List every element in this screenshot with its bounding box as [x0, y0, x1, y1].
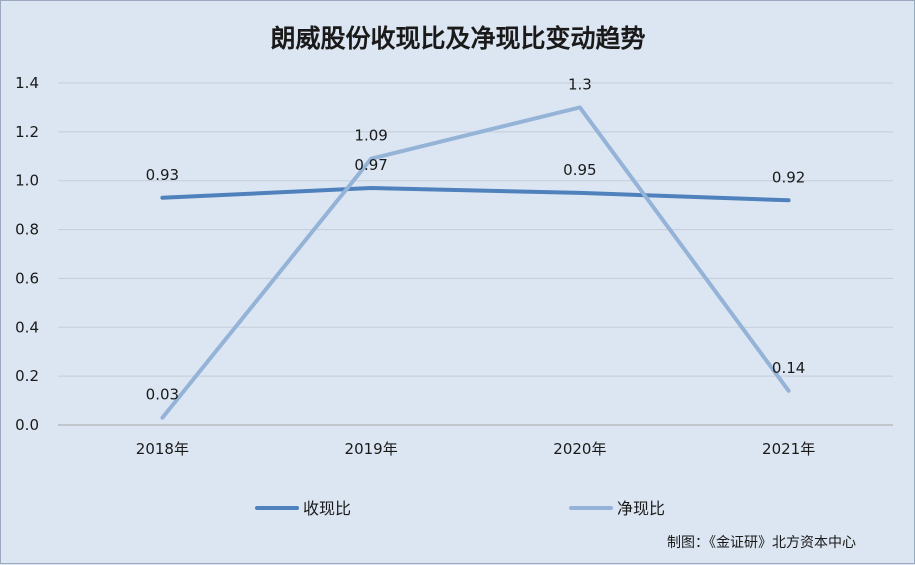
x-tick-label: 2020年	[553, 440, 606, 458]
x-tick-label: 2021年	[762, 440, 815, 458]
data-label: 1.3	[568, 75, 592, 93]
data-label: 0.92	[772, 168, 805, 186]
y-tick-label: 0.6	[15, 269, 39, 287]
legend-label: 净现比	[617, 499, 665, 518]
data-label: 0.95	[563, 161, 596, 179]
series-line-1	[162, 188, 788, 200]
legend-label: 收现比	[303, 499, 351, 518]
data-label: 1.09	[354, 127, 387, 145]
data-label: 0.97	[354, 156, 387, 174]
x-tick-label: 2018年	[136, 440, 189, 458]
y-tick-label: 0.8	[15, 221, 39, 239]
chart-title: 朗威股份收现比及净现比变动趋势	[270, 24, 645, 53]
data-label: 0.14	[772, 359, 805, 377]
y-tick-label: 1.2	[15, 123, 39, 141]
data-labels: 0.93 0.97 0.95 0.92 0.03 1.09 1.3 0.14	[146, 75, 806, 403]
series-lines	[162, 107, 788, 417]
source-note: 制图：《金证研》北方资本中心	[667, 535, 856, 551]
data-label: 0.93	[146, 166, 179, 184]
y-tick-label: 0.2	[15, 367, 39, 385]
x-axis-ticks: 2018年 2019年 2020年 2021年	[136, 440, 815, 458]
legend: 收现比 净现比	[257, 499, 665, 518]
y-tick-label: 1.4	[15, 74, 39, 92]
y-tick-label: 0.4	[15, 318, 39, 336]
y-axis-ticks: 0.0 0.2 0.4 0.6 0.8 1.0 1.2 1.4	[15, 74, 39, 434]
x-tick-label: 2019年	[345, 440, 398, 458]
data-label: 0.03	[146, 386, 179, 404]
y-tick-label: 1.0	[15, 172, 39, 190]
y-tick-label: 0.0	[15, 416, 39, 434]
series-line-2	[162, 107, 788, 417]
